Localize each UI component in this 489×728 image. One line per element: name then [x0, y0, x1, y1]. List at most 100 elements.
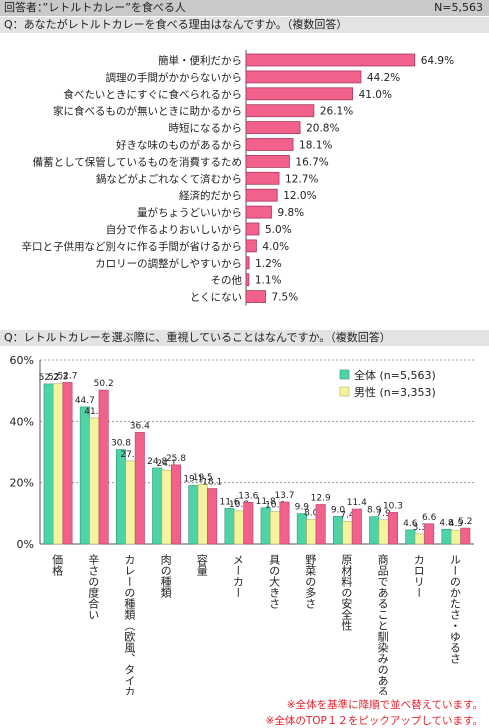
category-label: 野菜の多さ [304, 554, 317, 609]
value-label: 44.2% [367, 72, 400, 84]
legend-swatch [339, 369, 350, 380]
bar [245, 171, 280, 185]
legend-label: 全体 (n=5,563) [354, 368, 436, 382]
category-label: 辛口と子供用など別々に作る手間が省けるから [22, 240, 243, 253]
value-label: 8.0 [304, 508, 319, 518]
bar [245, 222, 260, 236]
category-label: 鍋などがよごれなくて済むから [96, 172, 242, 185]
bar [224, 508, 235, 545]
bar [245, 87, 353, 101]
bar [116, 449, 127, 545]
category-label: ルーのかたさ・ゆるさ [448, 554, 461, 664]
bar [245, 138, 294, 151]
value-label: 19.5 [193, 473, 213, 483]
value-label: 12.7% [285, 173, 318, 185]
value-label: 4.0% [262, 241, 289, 253]
category-label: とくにない [190, 292, 242, 304]
bar [414, 533, 425, 545]
value-label: 11.4 [347, 498, 367, 508]
value-label: 18.1% [299, 140, 332, 152]
legend-swatch [339, 386, 350, 397]
value-label: 4.6 [403, 519, 418, 529]
bar [306, 519, 317, 545]
bar [342, 521, 353, 545]
bar [89, 417, 100, 545]
value-label: 41.0% [359, 89, 392, 101]
category-label: 備蓄として保管しているものを消費するため [33, 155, 242, 168]
value-label: 64.9% [421, 55, 454, 67]
value-label: 9.0 [331, 505, 346, 515]
value-label: 10.8 [229, 500, 249, 510]
value-label: 7.5% [272, 292, 299, 304]
bar [53, 383, 64, 545]
value-label: 4.5 [449, 519, 463, 529]
bar [243, 501, 254, 545]
bar [43, 383, 54, 545]
bar [369, 516, 380, 545]
bar [270, 511, 281, 545]
bar [125, 460, 136, 545]
value-label: 41.1 [84, 407, 104, 417]
category-label: 家に食べるものが無いときに助かるから [53, 105, 242, 118]
bar [245, 188, 278, 202]
value-label: 36.4 [130, 421, 150, 431]
value-label: 26.1% [320, 106, 353, 118]
value-label: 50.2 [94, 379, 114, 389]
bar [450, 529, 461, 545]
bar [245, 290, 266, 304]
value-label: 3.3 [413, 523, 427, 533]
value-label: 10.6 [265, 500, 285, 510]
value-label: 12.0% [283, 190, 316, 202]
sort-note: ※全体を基準に降順で並べ替えています。 [286, 699, 483, 711]
value-label: 11.6 [219, 497, 239, 507]
value-label: 25.8 [166, 454, 186, 464]
value-label: 24.8 [147, 457, 167, 467]
value-label: 52.3 [48, 373, 68, 383]
bar [245, 121, 301, 134]
value-label: 19.1 [183, 474, 203, 484]
bar [333, 516, 344, 545]
y-tick-label: 60% [10, 354, 34, 367]
bar [207, 488, 218, 545]
category-label: 調理の手間がかからないから [106, 71, 243, 84]
value-label: 20.8% [306, 123, 339, 135]
bar [197, 483, 208, 545]
bar [245, 239, 257, 253]
category-label: カレーの種類（欧風、タイカレー等） [123, 554, 136, 695]
category-label: 商品であること馴染みのある [376, 553, 389, 695]
value-label: 9.9 [295, 503, 310, 513]
bar [245, 155, 290, 168]
value-label: 16.7% [295, 156, 328, 168]
value-label: 52.2 [39, 373, 59, 383]
question-1-bar: Q：あなたがレトルトカレーを食べる理由はなんですか。（複数回答） [0, 17, 489, 33]
value-label: 10.3 [383, 501, 403, 511]
bar [387, 512, 398, 545]
bar [441, 528, 452, 545]
category-label: 時短になるから [169, 122, 243, 135]
reasons-bar-chart: 簡単・便利だから 64.9% 調理の手間がかからないから 44.2% 食べたいときにすぐ… [22, 50, 454, 306]
value-label: 7.4 [340, 510, 355, 520]
category-label: 肉の種類 [159, 554, 172, 599]
question-2-text: Q：レトルトカレーを選ぶ際に、重視していることはなんですか。（複数回答） [4, 331, 391, 344]
category-label: 具の大きさ [268, 554, 281, 609]
sample-size: N=5,563 [434, 1, 483, 14]
value-label: 8.9 [367, 506, 382, 516]
bar [245, 205, 272, 219]
priorities-grouped-bar-chart: 0% 20% 40% 60% 52.2 44.7 30.8 24.8 19.1 11.6 11.8 9… [10, 354, 474, 695]
value-label: 7.9 [376, 509, 391, 519]
value-label: 12.9 [311, 493, 331, 503]
category-label: 好きな味のものがあるから [116, 139, 242, 152]
category-label: 価格 [51, 554, 64, 577]
category-label: 簡単・便利だから [158, 54, 242, 67]
value-label: 44.7 [75, 396, 95, 406]
bar [98, 389, 109, 545]
value-label: 18.1 [202, 477, 222, 487]
value-label: 13.6 [238, 491, 258, 501]
category-label: 原材料の安全性 [340, 554, 353, 632]
category-label: カロリーの調整がしやすいから [95, 257, 242, 270]
bar [279, 501, 290, 545]
value-label: 13.7 [274, 491, 294, 501]
bar [378, 519, 389, 545]
category-label: 自分で作るよりおいしいから [106, 223, 242, 236]
bar [62, 382, 73, 545]
